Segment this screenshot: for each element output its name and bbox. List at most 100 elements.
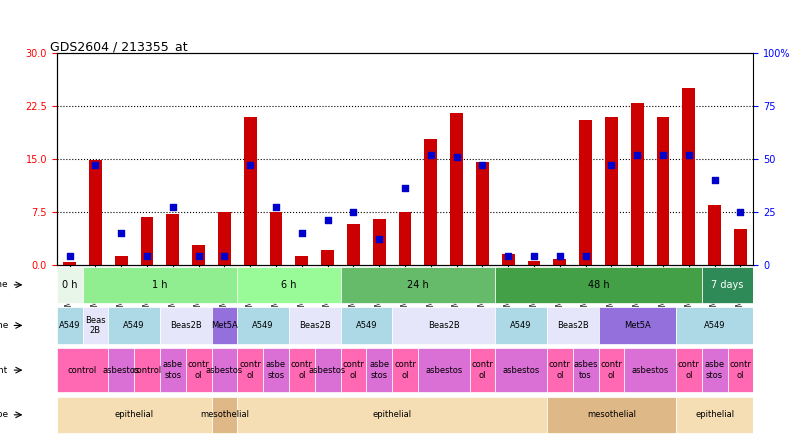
FancyBboxPatch shape xyxy=(237,396,547,433)
FancyBboxPatch shape xyxy=(418,348,470,392)
FancyBboxPatch shape xyxy=(83,266,237,303)
FancyBboxPatch shape xyxy=(701,348,727,392)
Point xyxy=(270,204,283,211)
FancyBboxPatch shape xyxy=(211,307,237,344)
FancyBboxPatch shape xyxy=(340,307,392,344)
Point xyxy=(527,253,540,260)
FancyBboxPatch shape xyxy=(676,307,753,344)
Text: Met5A: Met5A xyxy=(624,321,650,330)
Text: cell line: cell line xyxy=(0,321,8,330)
Text: contr
ol: contr ol xyxy=(343,361,364,380)
Text: contr
ol: contr ol xyxy=(471,361,493,380)
Point xyxy=(296,229,309,236)
Bar xyxy=(347,224,360,265)
Point xyxy=(140,253,153,260)
Text: asbe
stos: asbe stos xyxy=(163,361,183,380)
Point xyxy=(347,208,360,215)
Text: 48 h: 48 h xyxy=(588,280,609,290)
Text: A549: A549 xyxy=(704,321,725,330)
FancyBboxPatch shape xyxy=(211,396,237,433)
FancyBboxPatch shape xyxy=(237,266,340,303)
Bar xyxy=(605,117,618,265)
Bar xyxy=(89,160,102,265)
FancyBboxPatch shape xyxy=(160,307,211,344)
FancyBboxPatch shape xyxy=(83,307,109,344)
Text: contr
ol: contr ol xyxy=(730,361,752,380)
FancyBboxPatch shape xyxy=(315,348,340,392)
Text: asbes
tos: asbes tos xyxy=(573,361,598,380)
Text: A549: A549 xyxy=(123,321,145,330)
Text: contr
ol: contr ol xyxy=(291,361,313,380)
FancyBboxPatch shape xyxy=(495,348,547,392)
FancyBboxPatch shape xyxy=(495,266,701,303)
FancyBboxPatch shape xyxy=(676,348,701,392)
Bar xyxy=(657,117,669,265)
Text: asbe
stos: asbe stos xyxy=(266,361,286,380)
Text: asbestos: asbestos xyxy=(632,365,669,375)
Text: contr
ol: contr ol xyxy=(678,361,700,380)
FancyBboxPatch shape xyxy=(392,307,495,344)
Text: A549: A549 xyxy=(356,321,377,330)
FancyBboxPatch shape xyxy=(599,307,676,344)
FancyBboxPatch shape xyxy=(495,307,547,344)
FancyBboxPatch shape xyxy=(160,348,185,392)
Text: contr
ol: contr ol xyxy=(394,361,416,380)
Point xyxy=(708,176,721,183)
FancyBboxPatch shape xyxy=(109,307,160,344)
Bar xyxy=(218,212,231,265)
Bar xyxy=(399,212,411,265)
Bar xyxy=(244,117,257,265)
FancyBboxPatch shape xyxy=(599,348,625,392)
Text: asbestos: asbestos xyxy=(103,365,140,375)
FancyBboxPatch shape xyxy=(392,348,418,392)
Text: mesothelial: mesothelial xyxy=(200,410,249,419)
Bar xyxy=(296,256,309,265)
FancyBboxPatch shape xyxy=(573,348,599,392)
Text: cell type: cell type xyxy=(0,410,8,419)
Bar xyxy=(115,256,128,265)
FancyBboxPatch shape xyxy=(727,348,753,392)
Point xyxy=(734,208,747,215)
Text: GDS2604 / 213355_at: GDS2604 / 213355_at xyxy=(49,40,187,53)
Bar xyxy=(424,139,437,265)
Text: epithelial: epithelial xyxy=(114,410,154,419)
Text: 24 h: 24 h xyxy=(407,280,428,290)
FancyBboxPatch shape xyxy=(366,348,392,392)
Bar xyxy=(579,120,592,265)
Text: Beas2B: Beas2B xyxy=(170,321,202,330)
Point xyxy=(218,253,231,260)
Text: 7 days: 7 days xyxy=(711,280,744,290)
Text: Beas2B: Beas2B xyxy=(556,321,589,330)
Point xyxy=(166,204,179,211)
FancyBboxPatch shape xyxy=(185,348,211,392)
Text: asbe
stos: asbe stos xyxy=(705,361,725,380)
Text: 1 h: 1 h xyxy=(152,280,168,290)
Text: 0 h: 0 h xyxy=(62,280,77,290)
Text: agent: agent xyxy=(0,365,8,375)
FancyBboxPatch shape xyxy=(289,307,340,344)
Text: epithelial: epithelial xyxy=(695,410,734,419)
Bar xyxy=(631,103,644,265)
Text: control: control xyxy=(68,365,97,375)
Text: asbestos: asbestos xyxy=(425,365,463,375)
Bar xyxy=(166,214,179,265)
Text: asbe
stos: asbe stos xyxy=(369,361,390,380)
FancyBboxPatch shape xyxy=(340,348,366,392)
Bar xyxy=(192,245,205,265)
Point xyxy=(373,236,386,243)
Bar xyxy=(501,254,514,265)
FancyBboxPatch shape xyxy=(470,348,495,392)
Text: contr
ol: contr ol xyxy=(549,361,571,380)
Point xyxy=(399,185,411,192)
Bar xyxy=(141,217,153,265)
Bar xyxy=(553,259,566,265)
Bar xyxy=(682,88,695,265)
Text: A549: A549 xyxy=(510,321,532,330)
Point xyxy=(89,162,102,169)
FancyBboxPatch shape xyxy=(57,396,211,433)
Text: control: control xyxy=(132,365,162,375)
Text: asbestos: asbestos xyxy=(502,365,539,375)
FancyBboxPatch shape xyxy=(237,348,263,392)
Text: Beas2B: Beas2B xyxy=(299,321,330,330)
FancyBboxPatch shape xyxy=(57,348,109,392)
